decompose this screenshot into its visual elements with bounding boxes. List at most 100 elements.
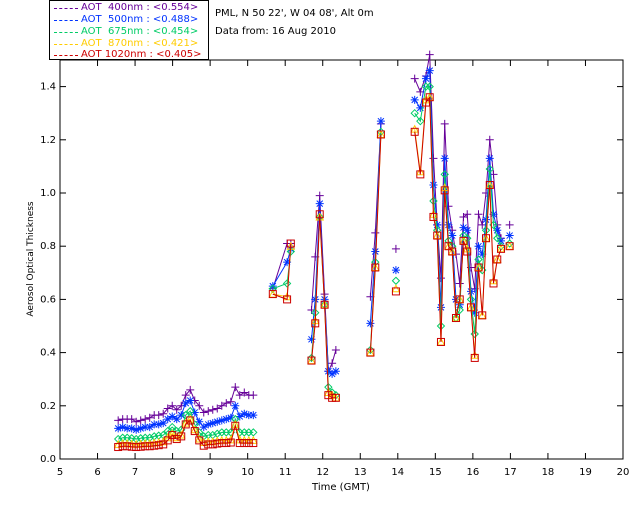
data-point bbox=[485, 154, 494, 163]
x-tick-label: 12 bbox=[316, 467, 329, 478]
data-point bbox=[324, 367, 333, 376]
data-point bbox=[159, 419, 168, 428]
legend-line-1020nm bbox=[54, 55, 78, 56]
data-point bbox=[127, 415, 136, 424]
series-2 bbox=[113, 82, 514, 444]
y-axis: 0.0 0.2 0.4 0.6 0.8 1.0 1.2 1.4 bbox=[40, 82, 623, 465]
data-point bbox=[163, 415, 172, 424]
series-line bbox=[118, 419, 254, 448]
data-point bbox=[118, 442, 127, 451]
data-point bbox=[391, 287, 400, 296]
series-line bbox=[118, 418, 254, 445]
data-point bbox=[505, 242, 514, 251]
series-layer bbox=[113, 50, 514, 452]
data-point bbox=[217, 439, 226, 448]
data-point bbox=[268, 289, 278, 298]
data-point bbox=[444, 220, 453, 229]
data-point bbox=[127, 424, 136, 433]
data-point bbox=[268, 282, 277, 291]
data-point bbox=[474, 263, 483, 272]
data-point bbox=[440, 186, 449, 195]
data-point bbox=[154, 441, 163, 450]
data-point bbox=[429, 154, 438, 163]
data-point bbox=[136, 416, 145, 425]
data-point bbox=[177, 411, 186, 420]
data-point bbox=[235, 391, 244, 400]
data-point bbox=[204, 420, 213, 429]
x-tick-label: 16 bbox=[466, 467, 479, 478]
data-point bbox=[222, 399, 231, 408]
data-date: Data from: 16 Aug 2010 bbox=[215, 26, 336, 37]
data-point bbox=[181, 399, 190, 408]
data-point bbox=[478, 220, 487, 229]
data-point bbox=[113, 439, 123, 448]
series-line bbox=[272, 243, 292, 301]
data-point bbox=[415, 167, 425, 176]
data-point bbox=[136, 424, 145, 433]
data-point bbox=[231, 383, 240, 392]
data-point bbox=[204, 407, 213, 416]
legend-line-400nm bbox=[54, 8, 78, 9]
data-point bbox=[376, 117, 385, 126]
data-point bbox=[150, 441, 159, 450]
x-tick-label: 11 bbox=[279, 467, 292, 478]
data-point bbox=[132, 417, 141, 426]
x-tick-label: 14 bbox=[391, 467, 404, 478]
data-point bbox=[186, 396, 195, 405]
data-point bbox=[311, 319, 320, 328]
data-point bbox=[425, 82, 434, 91]
data-point bbox=[282, 279, 292, 288]
data-point bbox=[410, 127, 419, 136]
x-tick-label: 20 bbox=[617, 467, 630, 478]
x-axis: 5 6 7 8 9 10 11 12 13 14 15 16 17 18 19 20 bbox=[57, 60, 630, 478]
data-point bbox=[448, 247, 457, 256]
data-point bbox=[482, 234, 491, 243]
data-point bbox=[199, 441, 208, 450]
data-point bbox=[226, 413, 235, 422]
data-point bbox=[268, 284, 278, 293]
data-point bbox=[168, 412, 177, 421]
data-point bbox=[172, 415, 181, 424]
data-point bbox=[425, 66, 434, 75]
data-point bbox=[436, 337, 445, 346]
data-point bbox=[505, 231, 514, 240]
y-tick-label: 0.6 bbox=[40, 294, 56, 305]
data-point bbox=[177, 432, 186, 441]
data-point bbox=[451, 314, 460, 323]
y-tick-label: 0.0 bbox=[40, 454, 56, 465]
data-point bbox=[172, 405, 181, 414]
data-point bbox=[433, 231, 442, 240]
data-point bbox=[283, 258, 292, 267]
data-point bbox=[195, 436, 204, 445]
data-point bbox=[320, 300, 329, 309]
data-point bbox=[208, 440, 217, 449]
data-point bbox=[440, 170, 449, 179]
data-point bbox=[199, 408, 208, 417]
data-point bbox=[410, 108, 419, 118]
data-point bbox=[485, 164, 494, 174]
x-tick-label: 10 bbox=[241, 467, 254, 478]
data-point bbox=[459, 223, 468, 232]
data-point bbox=[204, 440, 213, 449]
y-tick-label: 0.8 bbox=[40, 241, 56, 252]
legend-item-675nm: AOT 675nm : <0.454> bbox=[50, 26, 208, 38]
x-tick-label: 5 bbox=[57, 467, 63, 478]
data-point bbox=[240, 439, 249, 448]
data-point bbox=[463, 210, 472, 219]
y-tick-label: 0.2 bbox=[40, 401, 56, 412]
data-point bbox=[311, 295, 320, 304]
x-tick-label: 17 bbox=[504, 467, 517, 478]
data-point bbox=[505, 220, 514, 229]
data-point bbox=[159, 409, 168, 418]
data-point bbox=[391, 284, 401, 293]
data-point bbox=[131, 434, 141, 444]
data-point bbox=[496, 244, 506, 253]
data-point bbox=[190, 408, 199, 417]
series-line bbox=[118, 410, 254, 440]
data-point bbox=[440, 154, 449, 163]
data-point bbox=[497, 236, 506, 245]
data-point bbox=[470, 353, 479, 362]
data-point bbox=[235, 439, 244, 448]
data-point bbox=[416, 103, 425, 112]
